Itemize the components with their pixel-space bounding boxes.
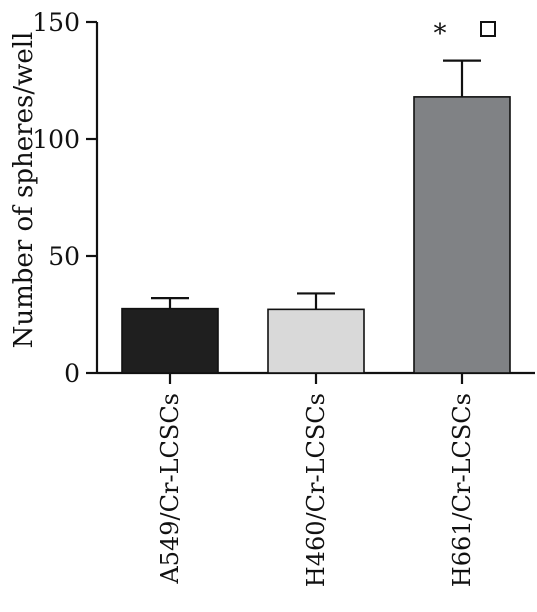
bar-h460-cr-lcscs: [267, 308, 365, 374]
bar-a549-cr-lcscs: [121, 307, 219, 374]
y-axis: 0 50 100 150: [32, 8, 99, 388]
y-tick-label: 50: [48, 242, 80, 271]
y-tick-label: 100: [32, 125, 80, 154]
x-tick-label: H661/Cr-LCSCs: [448, 393, 476, 587]
x-axis: A549/Cr-LCSCs H460/Cr-LCSCs H661/Cr-LCSCs: [97, 371, 535, 587]
y-tick-label: 0: [64, 359, 80, 388]
significance-square-icon: [480, 21, 496, 37]
x-tick-label: H460/Cr-LCSCs: [302, 393, 330, 587]
y-axis-title: Number of spheres/well: [9, 32, 39, 349]
error-bars: [151, 59, 481, 310]
bar-h661-cr-lcscs: [413, 96, 511, 374]
significance-asterisk: *: [434, 19, 447, 49]
y-tick-label: 150: [32, 8, 80, 37]
significance-annotations: *: [434, 19, 496, 49]
bars: [121, 96, 511, 374]
x-tick-label: A549/Cr-LCSCs: [156, 393, 184, 585]
